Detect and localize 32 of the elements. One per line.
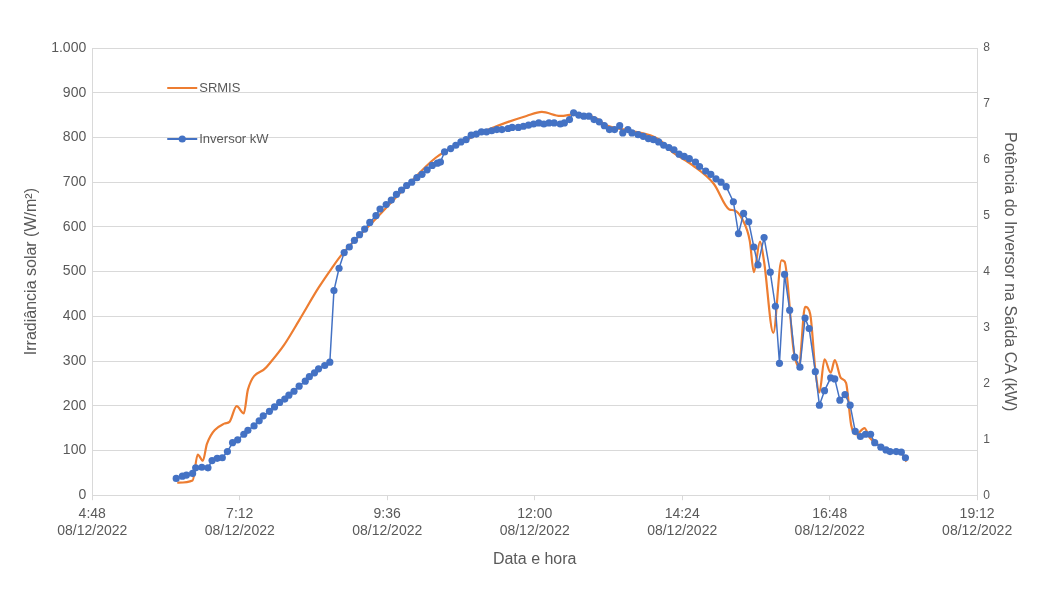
x-tick-label: 16:48 08/12/2022: [794, 505, 865, 539]
x-tick-label: 14:24 08/12/2022: [647, 505, 718, 539]
y-tick-label: 200: [62, 396, 87, 413]
y-tick-label: 1.000: [51, 38, 87, 55]
y2-axis-title: Potência do Inversor na Saída CA (kW): [1001, 131, 1019, 412]
y-axis-title: Irradiância solar (W/m²): [22, 188, 40, 356]
x-tick-label: 19:12 08/12/2022: [942, 505, 1013, 539]
y2-tick-label: 0: [983, 487, 991, 502]
y-tick-label: 0: [78, 486, 87, 503]
y-tick-label: 700: [62, 173, 87, 190]
legend-label: SRMIS: [199, 79, 241, 95]
y-tick-label: 900: [62, 83, 87, 100]
y2-tick-label: 2: [983, 375, 991, 390]
y-tick-label: 300: [62, 351, 87, 368]
x-tick-label: 9:36 08/12/2022: [352, 505, 423, 539]
y-tick-label: 600: [62, 217, 87, 234]
y2-tick-label: 5: [983, 208, 991, 223]
y-tick-label: 800: [62, 128, 87, 145]
y-tick-label: 100: [62, 441, 87, 458]
x-tick-label: 4:48 08/12/2022: [57, 505, 128, 539]
y2-tick-label: 3: [983, 319, 991, 334]
x-tick-label: 12:00 08/12/2022: [499, 505, 570, 539]
y-tick-label: 500: [62, 262, 87, 279]
y2-tick-label: 7: [983, 96, 991, 111]
x-tick-label: 7:12 08/12/2022: [204, 505, 275, 539]
x-axis-title: Data e hora: [492, 549, 577, 567]
y2-tick-label: 6: [983, 152, 991, 167]
y2-tick-label: 8: [983, 40, 991, 55]
y-tick-label: 400: [62, 307, 87, 324]
y2-tick-label: 4: [983, 263, 991, 278]
y2-tick-label: 1: [983, 431, 991, 446]
legend-label: Inversor kW: [199, 130, 270, 146]
